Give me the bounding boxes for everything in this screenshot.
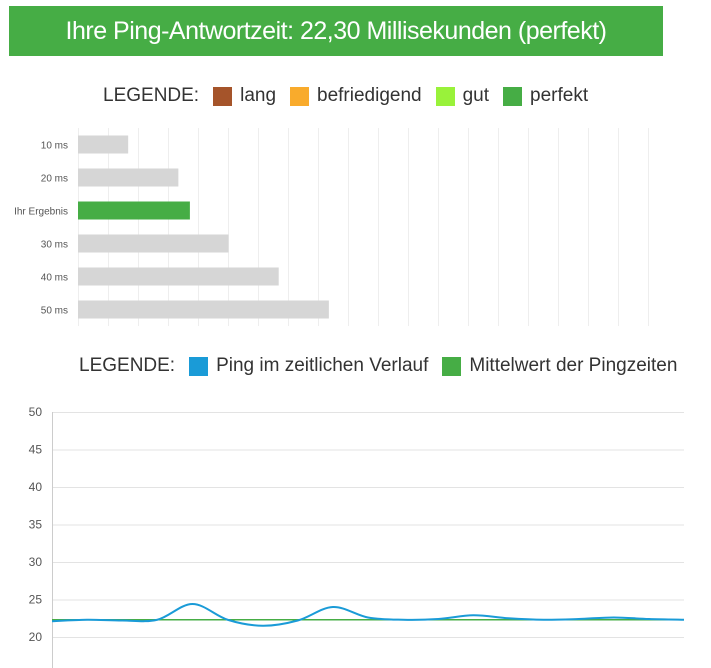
y-tick-label: 35 (29, 518, 43, 532)
legend-label-befriedigend: befriedigend (317, 85, 422, 106)
legend-swatch-befriedigend (290, 86, 310, 106)
legend-swatch-ping-verlauf (189, 356, 209, 376)
bar-category-label: 10 ms (41, 141, 68, 152)
bar-chart-legend: LEGENDE: lang befriedigend gut perfekt (103, 82, 602, 110)
legend-label-perfekt: perfekt (530, 85, 589, 106)
y-tick-label: 20 (29, 630, 43, 644)
legend-item-befriedigend: befriedigend (290, 85, 422, 107)
legend-item-lang: lang (213, 85, 276, 107)
legend-title: LEGENDE: (103, 85, 200, 106)
legend-swatch-mittelwert (442, 356, 462, 376)
bar-3 (78, 201, 190, 220)
legend-label-lang: lang (240, 85, 277, 106)
legend-item-ping-verlauf: Ping im zeitlichen Verlauf (189, 355, 428, 377)
bar-1 (78, 135, 129, 154)
legend-title: LEGENDE: (79, 355, 176, 376)
series-ping-verlauf-line (51, 602, 685, 627)
bar-2 (78, 168, 179, 187)
legend-swatch-lang (213, 86, 233, 106)
legend-swatch-perfekt (503, 86, 523, 106)
legend-swatch-gut (435, 86, 455, 106)
y-tick-label: 50 (29, 405, 43, 419)
result-banner: Ihre Ping-Antwortzeit: 22,30 Millisekund… (9, 6, 663, 56)
y-tick-label: 40 (29, 480, 43, 494)
bar-6 (78, 300, 329, 319)
legend-item-gut: gut (435, 85, 490, 107)
legend-label-mittelwert: Mittelwert der Pingzeiten (469, 355, 678, 376)
bar-category-label: 50 ms (41, 306, 68, 317)
y-tick-label: 45 (29, 443, 43, 457)
legend-item-mittelwert: Mittelwert der Pingzeiten (442, 355, 677, 377)
line-chart-legend: LEGENDE: Ping im zeitlichen Verlauf Mitt… (79, 352, 691, 380)
ping-bar-chart: 10 ms 20 ms Ihr Ergebnis 30 ms 40 ms 50 ms (14, 128, 649, 326)
y-tick-label: 25 (29, 593, 43, 607)
legend-item-perfekt: perfekt (503, 85, 588, 107)
legend-label-ping-verlauf: Ping im zeitlichen Verlauf (216, 355, 429, 376)
bar-4 (78, 234, 229, 253)
bar-category-label: 20 ms (41, 174, 68, 185)
bar-category-label: Ihr Ergebnis (14, 207, 68, 218)
legend-label-gut: gut (462, 85, 490, 106)
bar-category-label: 40 ms (41, 273, 68, 284)
bar-5 (78, 267, 279, 286)
bar-category-label: 30 ms (41, 240, 68, 251)
y-tick-label: 30 (29, 555, 43, 569)
result-title: Ihre Ping-Antwortzeit: 22,30 Millisekund… (65, 16, 607, 45)
